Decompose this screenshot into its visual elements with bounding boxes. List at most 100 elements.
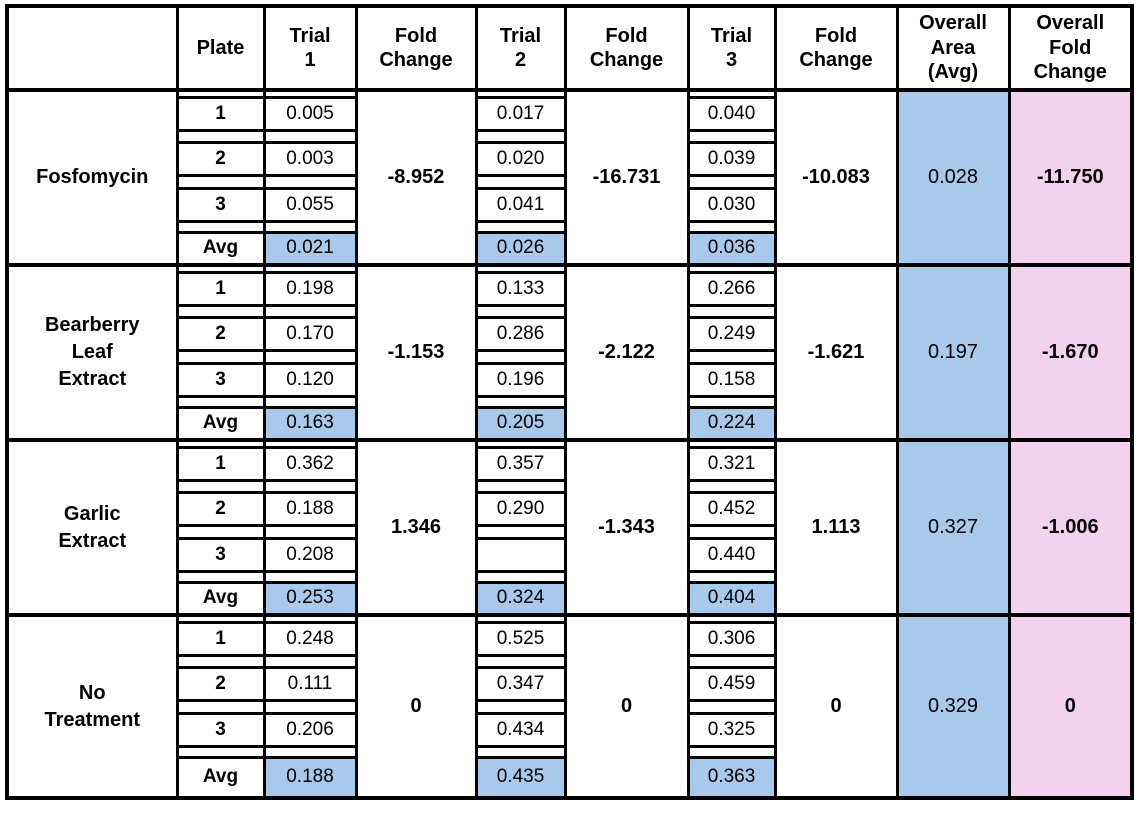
overall-fold-cell: -1.006 xyxy=(1007,438,1134,615)
trial-1-cell: 0.188 xyxy=(262,486,358,532)
fold-change-3-cell: 1.113 xyxy=(773,438,899,615)
table-row-avg: Avg 0.021 0.026 0.036 xyxy=(7,228,1132,265)
trial-1-cell: 0.055 xyxy=(262,182,358,228)
trial-1-value: 0.248 xyxy=(265,621,355,657)
plate-label: 1 xyxy=(178,621,263,657)
trial-1-value: 0.003 xyxy=(265,141,355,177)
table-row: 2 0.003 0.020 0.039 xyxy=(7,136,1132,182)
trial-1-value: 0.005 xyxy=(265,96,355,132)
treatment-cell: Garlic Extract xyxy=(5,438,179,615)
plate-cell: 1 xyxy=(175,438,266,486)
treatment-cell: Bearberry Leaf Extract xyxy=(5,263,179,440)
header-fold-change-2: Fold Change xyxy=(563,6,690,92)
trial-1-cell: 0.198 xyxy=(262,263,358,311)
avg-label: Avg xyxy=(178,405,263,438)
plate-cell: 3 xyxy=(175,357,266,403)
plate-label: 2 xyxy=(178,666,263,702)
overall-area-cell: 0.028 xyxy=(895,88,1011,265)
trial-2-cell: 0.026 xyxy=(474,228,567,265)
plate-cell: 1 xyxy=(175,613,266,661)
plate-label: 3 xyxy=(178,362,263,398)
trial-3-cell: 0.306 xyxy=(686,613,777,661)
trial-2-avg-value: 0.205 xyxy=(477,405,564,438)
table-row: 2 0.188 0.290 0.452 xyxy=(7,486,1132,532)
trial-1-cell: 0.253 xyxy=(262,578,358,615)
plate-label: 3 xyxy=(178,537,263,573)
trial-2-avg-value: 0.026 xyxy=(477,230,564,263)
header-fold-change-3: Fold Change xyxy=(773,6,899,92)
trial-3-cell: 0.266 xyxy=(686,263,777,311)
trial-2-cell: 0.434 xyxy=(474,707,567,753)
plate-label: 2 xyxy=(178,141,263,177)
table-row: 3 0.206 0.434 0.325 xyxy=(7,707,1132,753)
plate-label: 3 xyxy=(178,187,263,223)
header-row: Plate Trial 1 Fold Change Trial 2 Fold C… xyxy=(5,6,1134,92)
table-row-avg: Avg 0.188 0.435 0.363 xyxy=(7,753,1132,798)
plate-label: 1 xyxy=(178,96,263,132)
trial-3-avg-value: 0.404 xyxy=(689,580,774,613)
table-row-avg: Avg 0.163 0.205 0.224 xyxy=(7,403,1132,440)
trial-2-cell: 0.205 xyxy=(474,403,567,440)
plate-cell: Avg xyxy=(175,753,266,798)
overall-area-cell: 0.329 xyxy=(895,613,1011,798)
trial-2-cell: 0.435 xyxy=(474,753,567,798)
trial-1-value: 0.206 xyxy=(265,712,355,748)
trial-3-value: 0.306 xyxy=(689,621,774,657)
table-row-avg: Avg 0.253 0.324 0.404 xyxy=(7,578,1132,615)
trial-2-cell: 0.357 xyxy=(474,438,567,486)
trial-3-cell: 0.224 xyxy=(686,403,777,440)
table-row: 3 0.120 0.196 0.158 xyxy=(7,357,1132,403)
trial-3-avg-value: 0.036 xyxy=(689,230,774,263)
header-trial-2: Trial 2 xyxy=(474,6,567,92)
trial-3-cell: 0.459 xyxy=(686,661,777,707)
trial-1-value: 0.111 xyxy=(265,666,355,702)
fold-change-3-cell: -1.621 xyxy=(773,263,899,440)
avg-label: Avg xyxy=(178,230,263,263)
plate-cell: 1 xyxy=(175,263,266,311)
trial-1-value: 0.055 xyxy=(265,187,355,223)
trial-2-cell: 0.347 xyxy=(474,661,567,707)
trial-1-value: 0.208 xyxy=(265,537,355,573)
table-row: 3 0.055 0.041 0.030 xyxy=(7,182,1132,228)
trial-2-value: 0.133 xyxy=(477,271,564,307)
trial-1-cell: 0.120 xyxy=(262,357,358,403)
plate-cell: 1 xyxy=(175,88,266,136)
trial-1-value: 0.198 xyxy=(265,271,355,307)
plate-cell: 3 xyxy=(175,182,266,228)
trial-1-value: 0.362 xyxy=(265,446,355,482)
trial-2-value: 0.286 xyxy=(477,316,564,352)
overall-fold-cell: -1.670 xyxy=(1007,263,1134,440)
fold-change-3-cell: 0 xyxy=(773,613,899,798)
trial-3-value: 0.325 xyxy=(689,712,774,748)
trial-1-cell: 0.003 xyxy=(262,136,358,182)
avg-label: Avg xyxy=(178,580,263,613)
plate-cell: 2 xyxy=(175,311,266,357)
trial-2-cell: 0.290 xyxy=(474,486,567,532)
trial-3-cell: 0.036 xyxy=(686,228,777,265)
fold-change-2-cell: 0 xyxy=(563,613,690,798)
trial-3-value: 0.039 xyxy=(689,141,774,177)
fold-change-2-cell: -2.122 xyxy=(563,263,690,440)
trial-2-avg-value: 0.435 xyxy=(477,755,564,796)
trial-1-value: 0.120 xyxy=(265,362,355,398)
overall-fold-cell: 0 xyxy=(1007,613,1134,798)
trial-1-cell: 0.163 xyxy=(262,403,358,440)
trial-1-cell: 0.248 xyxy=(262,613,358,661)
plate-cell: Avg xyxy=(175,578,266,615)
plate-cell: 2 xyxy=(175,661,266,707)
trial-1-cell: 0.005 xyxy=(262,88,358,136)
trial-1-avg-value: 0.253 xyxy=(265,580,355,613)
trial-2-value: 0.357 xyxy=(477,446,564,482)
plate-label: 2 xyxy=(178,491,263,527)
trial-3-value: 0.158 xyxy=(689,362,774,398)
trial-2-value: 0.525 xyxy=(477,621,564,657)
table-row: 2 0.170 0.286 0.249 xyxy=(7,311,1132,357)
trial-1-cell: 0.021 xyxy=(262,228,358,265)
plate-label: 2 xyxy=(178,316,263,352)
table-row: 2 0.111 0.347 0.459 xyxy=(7,661,1132,707)
trial-3-cell: 0.452 xyxy=(686,486,777,532)
trial-2-value: 0.347 xyxy=(477,666,564,702)
trial-2-cell xyxy=(474,532,567,578)
plate-label: 1 xyxy=(178,271,263,307)
trial-3-avg-value: 0.363 xyxy=(689,755,774,796)
